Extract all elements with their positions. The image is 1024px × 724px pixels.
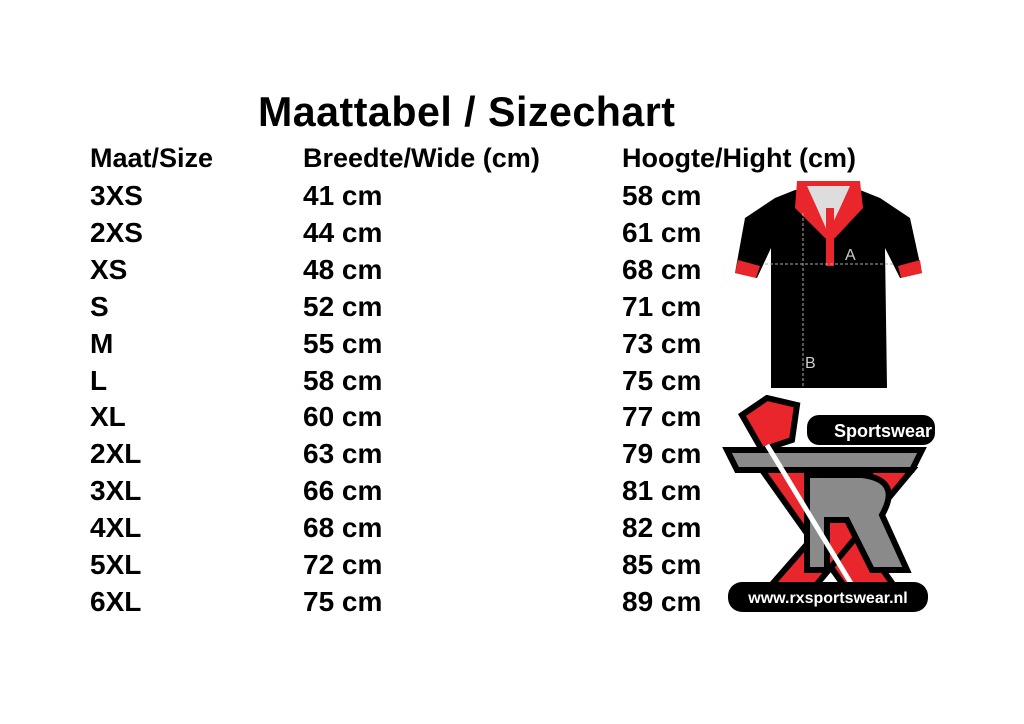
table-row: M 55 cm 73 cm (0, 328, 1024, 365)
size-cell: S (90, 290, 109, 322)
header-width: Breedte/Wide (cm) (303, 143, 540, 173)
table-row: 5XL 72 cm 85 cm (0, 549, 1024, 586)
size-cell: 2XS (90, 216, 143, 248)
width-cell: 55 cm (303, 327, 383, 359)
width-cell: 75 cm (303, 585, 383, 617)
logo-url: www.rxsportswear.nl (747, 590, 907, 607)
height-cell: 73 cm (622, 327, 702, 359)
table-row: 3XL 66 cm 81 cm (0, 475, 1024, 512)
rx-sportswear-logo: Sportswear www.rxsportswear.nl (722, 395, 935, 612)
height-cell: 81 cm (622, 475, 702, 507)
table-row: L 58 cm 75 cm (0, 365, 1024, 402)
table-header: Maat/Size Breedte/Wide (cm) Hoogte/Hight… (0, 143, 1024, 180)
shirt-illustration: A B (735, 181, 922, 388)
size-cell: M (90, 327, 114, 359)
height-cell: 89 cm (622, 585, 702, 617)
table-row: S 52 cm 71 cm (0, 291, 1024, 328)
logo-brand: Sportswear (834, 421, 932, 441)
width-cell: 41 cm (303, 180, 383, 211)
width-cell: 72 cm (303, 549, 383, 580)
size-cell: 3XL (90, 475, 142, 507)
size-cell: 2XL (90, 438, 142, 470)
width-cell: 52 cm (303, 290, 383, 322)
size-cell: 6XL (90, 585, 142, 617)
table-row: 2XL 63 cm 79 cm (0, 438, 1024, 475)
table-row: 3XS 41 cm 58 cm (0, 180, 1024, 217)
width-cell: 68 cm (303, 512, 383, 544)
height-cell: 82 cm (622, 512, 702, 544)
size-cell: 5XL (90, 549, 142, 580)
width-cell: 48 cm (303, 253, 383, 285)
table-row: XL 60 cm 77 cm (0, 401, 1024, 438)
size-cell: 3XS (90, 180, 143, 211)
height-cell: 71 cm (622, 290, 702, 322)
width-cell: 60 cm (303, 401, 383, 433)
width-cell: 58 cm (303, 364, 383, 396)
table-row: XS 48 cm 68 cm (0, 254, 1024, 291)
width-cell: 63 cm (303, 438, 383, 470)
height-cell: 75 cm (622, 364, 702, 396)
table-row: 2XS 44 cm 61 cm (0, 217, 1024, 254)
table-row: 4XL 68 cm 82 cm (0, 512, 1024, 549)
width-cell: 44 cm (303, 216, 383, 248)
header-size: Maat/Size (90, 143, 214, 173)
label-a: A (845, 247, 856, 264)
size-cell: XL (90, 401, 126, 433)
height-cell: 79 cm (622, 438, 702, 470)
label-b: B (805, 355, 816, 372)
width-cell: 66 cm (303, 475, 383, 507)
height-cell: 68 cm (622, 253, 702, 285)
size-cell: 4XL (90, 512, 142, 544)
height-cell: 61 cm (622, 216, 702, 248)
page-title: Maattabel / Sizechart (258, 88, 676, 135)
height-cell: 77 cm (622, 401, 702, 433)
size-cell: L (90, 364, 108, 396)
header-height: Hoogte/Hight (cm) (622, 143, 856, 173)
height-cell: 85 cm (622, 549, 702, 580)
table-row: 6XL 75 cm 89 cm (0, 586, 1024, 623)
size-cell: XS (90, 253, 128, 285)
height-cell: 58 cm (622, 180, 702, 211)
